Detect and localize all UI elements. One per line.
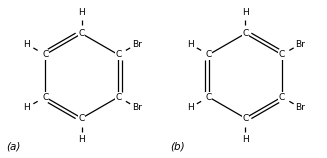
Text: C: C	[42, 93, 48, 101]
Text: Br: Br	[295, 40, 305, 49]
Text: C: C	[78, 29, 85, 38]
Text: C: C	[205, 93, 212, 101]
Text: C: C	[279, 50, 285, 59]
Text: (b): (b)	[170, 141, 185, 151]
Text: Br: Br	[132, 103, 142, 112]
Text: H: H	[78, 135, 85, 144]
Text: C: C	[115, 93, 122, 101]
Text: H: H	[187, 103, 194, 112]
Text: H: H	[78, 8, 85, 17]
Text: C: C	[242, 29, 249, 38]
Text: H: H	[24, 40, 30, 49]
Text: Br: Br	[132, 40, 142, 49]
Text: C: C	[279, 93, 285, 101]
Text: (a): (a)	[7, 141, 21, 151]
Text: C: C	[78, 114, 85, 123]
Text: C: C	[42, 50, 48, 59]
Text: H: H	[187, 40, 194, 49]
Text: H: H	[24, 103, 30, 112]
Text: C: C	[205, 50, 212, 59]
Text: Br: Br	[295, 103, 305, 112]
Text: C: C	[242, 114, 249, 123]
Text: C: C	[115, 50, 122, 59]
Text: H: H	[242, 135, 249, 144]
Text: H: H	[242, 8, 249, 17]
